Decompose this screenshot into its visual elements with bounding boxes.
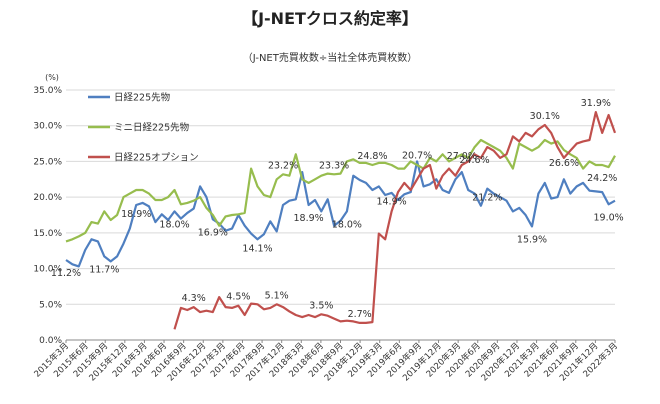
legend-label-mini: ミニ日経225先物 (114, 122, 190, 134)
y-tick-label: 20.0% (33, 193, 62, 203)
data-label-nikkei: 20.7% (402, 150, 432, 161)
data-labels: 11.2% 11.7% 18.9% 18.0% 16.9% 14.1% 18.9% 18.0%… (51, 98, 624, 320)
data-label-nikkei: 18.0% (332, 219, 362, 230)
data-label-mini: 24.2% (587, 173, 617, 184)
data-label-option: 4.3% (182, 293, 206, 304)
series-lines (65, 111, 617, 330)
data-label-mini: 23.3% (319, 160, 349, 171)
y-tick-label: 25.0% (33, 157, 62, 167)
data-label-mini: 24.8% (357, 151, 387, 162)
gridlines (66, 89, 615, 341)
legend-label-nikkei: 日経225先物 (114, 92, 171, 104)
data-label-mini: 26.6% (549, 158, 579, 169)
data-label-nikkei: 15.9% (517, 234, 547, 245)
y-tick-label: 0.0% (39, 336, 62, 346)
data-label-option: 14.9% (376, 196, 406, 207)
data-label-option: 31.9% (581, 98, 611, 109)
data-label-nikkei: 19.0% (594, 212, 624, 223)
data-label-option: 5.1% (265, 290, 289, 301)
data-label-nikkei: 11.2% (51, 268, 81, 279)
data-label-nikkei: 21.2% (472, 193, 502, 204)
data-label-mini: 24.6% (459, 155, 489, 166)
chart-title: 【J-NETクロス約定率】 (242, 9, 418, 28)
y-tick-label: 35.0% (33, 86, 62, 96)
y-tick-label: 30.0% (33, 122, 62, 132)
data-label-option: 3.5% (309, 300, 333, 311)
data-label-option: 27.0% (447, 151, 477, 162)
y-axis-unit: (%) (45, 73, 59, 82)
data-label-option: 4.5% (226, 292, 250, 303)
data-label-mini: 23.2% (268, 160, 298, 171)
legend-label-option: 日経225オプション (114, 152, 199, 164)
series-line-nikkei (65, 160, 616, 268)
data-label-nikkei: 14.1% (242, 243, 272, 254)
series-line-option (173, 111, 617, 330)
y-tick-label: 5.0% (39, 300, 62, 310)
y-tick-label: 10.0% (33, 265, 62, 275)
data-label-nikkei: 11.7% (89, 264, 119, 275)
series-line-mini (65, 138, 616, 243)
y-tick-label: 15.0% (33, 229, 62, 239)
data-label-option: 30.1% (530, 111, 560, 122)
data-label-option: 2.7% (348, 309, 372, 320)
data-label-nikkei: 18.0% (159, 219, 189, 230)
data-label-nikkei: 16.9% (198, 227, 228, 238)
chart-subtitle: （J-NET売買枚数÷当社全体売買枚数） (243, 51, 418, 64)
data-label-nikkei: 18.9% (121, 209, 151, 220)
data-label-nikkei: 18.9% (293, 213, 323, 224)
